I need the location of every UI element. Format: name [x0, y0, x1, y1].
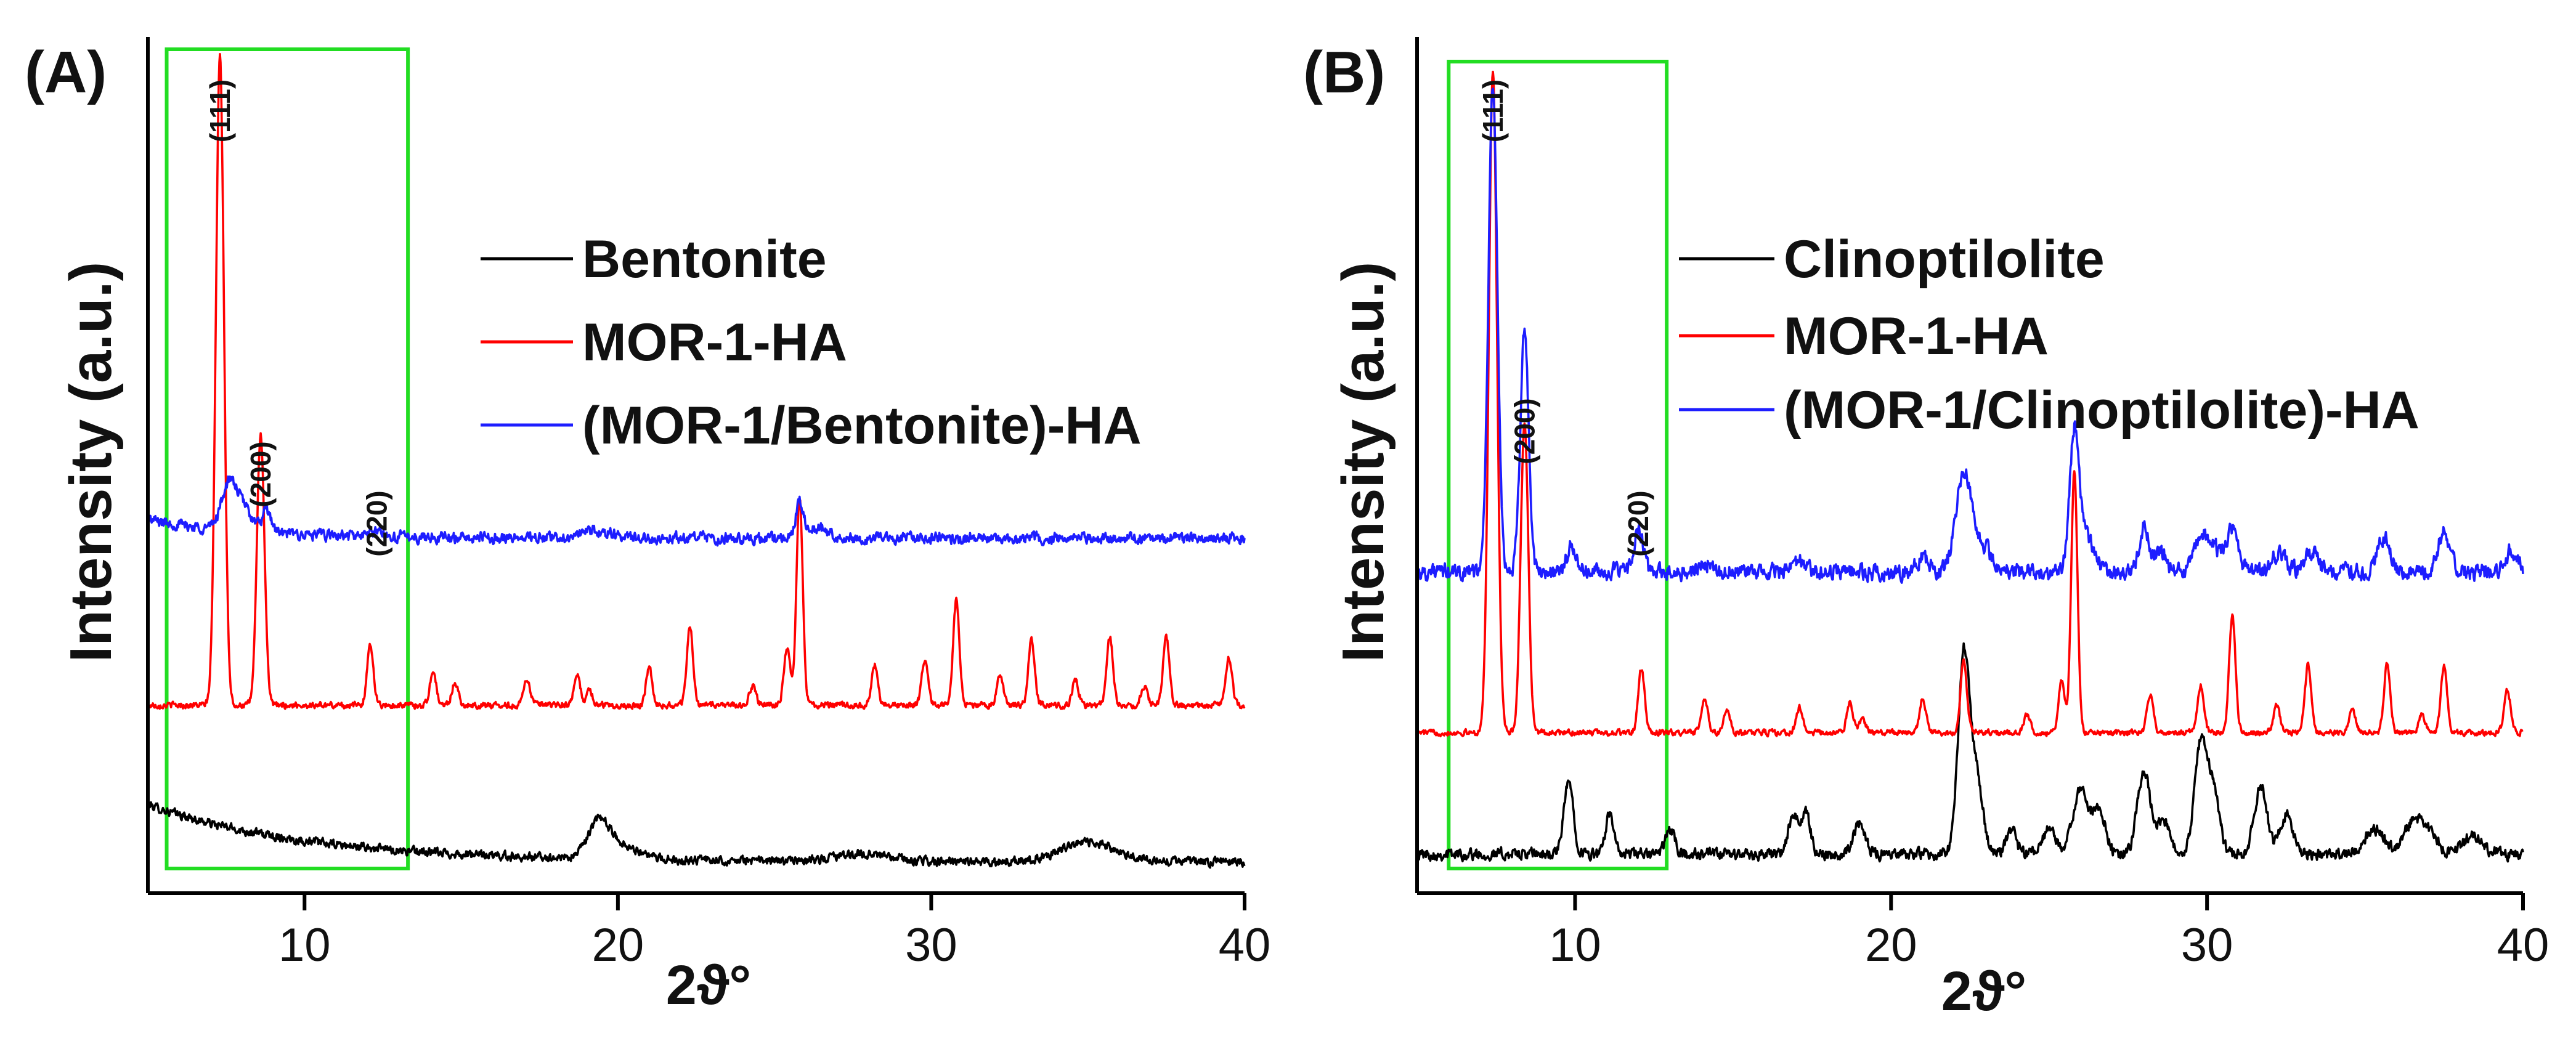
- x-tick-label: 20: [1865, 919, 1917, 971]
- peak-annotation: (111): [1477, 79, 1509, 142]
- legend-entry: Clinoptilolite: [1784, 230, 2105, 289]
- series-line-mor-1-bentonite-ha: [147, 475, 1246, 547]
- series-line-clinoptilolite: [1416, 642, 2524, 863]
- x-tick-label: 30: [905, 919, 957, 971]
- x-tick-label: 40: [1219, 919, 1271, 971]
- x-tick-label: 40: [2497, 919, 2550, 971]
- legend-entry: MOR-1-HA: [582, 313, 847, 372]
- highlight-box: [1447, 60, 1669, 870]
- peak-annotation: (111): [204, 79, 236, 142]
- series-line-bentonite: [147, 801, 1246, 869]
- x-tick-label: 10: [1549, 919, 1601, 971]
- series-line-mor-1-clinoptilolite-ha: [1416, 87, 2524, 584]
- legend-entry: MOR-1-HA: [1784, 307, 2049, 366]
- peak-annotation: (220): [1622, 490, 1654, 556]
- x-axis-label: 2ϑ°: [666, 955, 751, 1016]
- legend-entry: (MOR-1/Bentonite)-HA: [582, 396, 1142, 455]
- peak-annotation: (220): [360, 490, 392, 556]
- panel-label: (A): [25, 39, 107, 105]
- peak-annotation: (200): [1508, 398, 1540, 464]
- legend-entry: (MOR-1/Clinoptilolite)-HA: [1784, 381, 2420, 440]
- x-axis-label: 2ϑ°: [1941, 961, 2026, 1023]
- y-axis-label: Intensity (a.u.): [1330, 262, 1396, 663]
- peak-annotation: (200): [245, 441, 277, 507]
- legend-entry: Bentonite: [582, 230, 827, 289]
- x-tick-label: 20: [592, 919, 644, 971]
- x-tick-label: 30: [2181, 919, 2233, 971]
- y-axis-label: Intensity (a.u.): [58, 262, 124, 663]
- highlight-box: [165, 47, 410, 870]
- series-line-mor-1-ha: [1416, 70, 2524, 738]
- series-line-mor-1-ha: [147, 53, 1246, 710]
- panel-label: (B): [1303, 39, 1385, 105]
- panel-b: (B) 10 20 30 40 2ϑ° Intensity (a.u.) (111) (200)…: [1303, 37, 2549, 1023]
- x-tick-label: 10: [278, 919, 331, 971]
- panel-a: (A) 10 20 30 40 2ϑ° Intensity (a.u.) (111) (200)…: [25, 37, 1270, 1016]
